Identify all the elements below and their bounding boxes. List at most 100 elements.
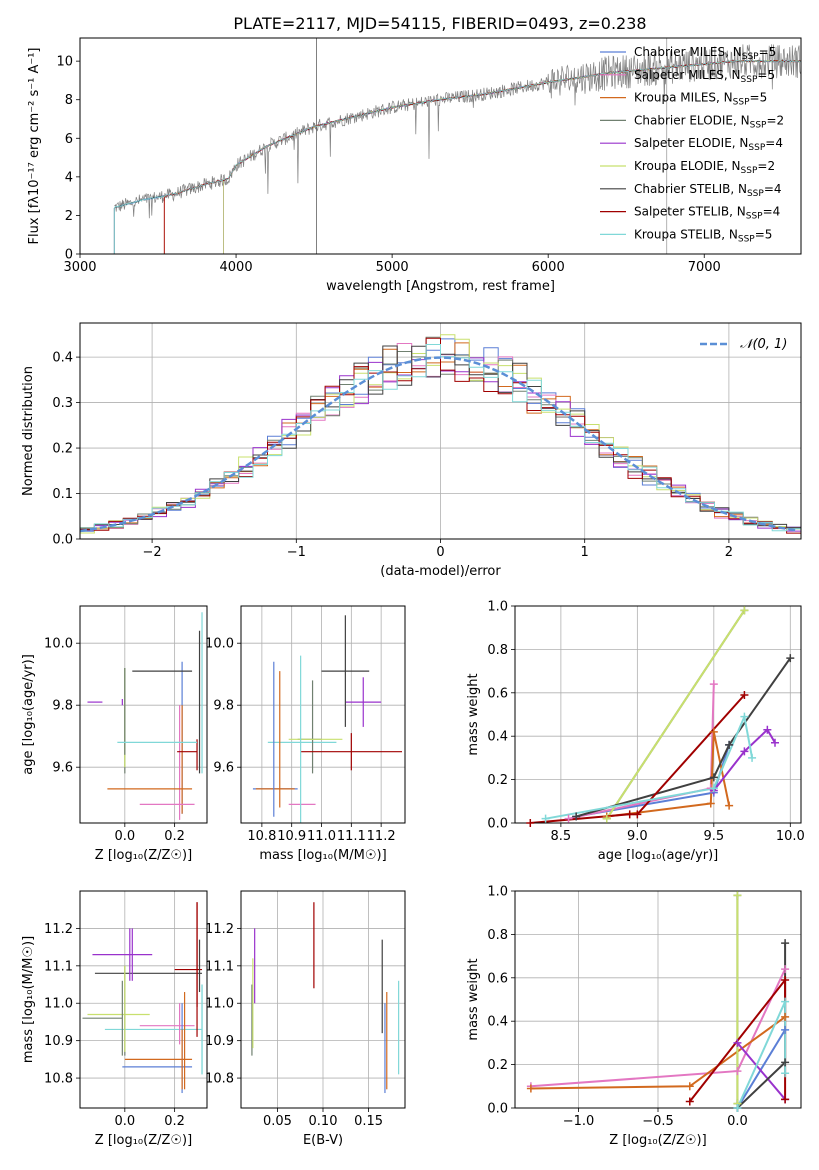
weight-vs-Z-series-2 xyxy=(736,1029,786,1108)
residuals-ytick-label-2: 0.2 xyxy=(52,442,73,457)
spectrum-panel: 3000 4000 5000 6000 7000 0 2 4 6 8 10 wavelength [A… xyxy=(27,37,802,294)
age-vs-Z-ytick-label-2: 10.0 xyxy=(44,637,73,652)
legend-label-4: Salpeter ELODIE, NSSP=4 xyxy=(634,136,783,153)
age-vs-Z-grid xyxy=(80,606,207,823)
legend-name-5: Kroupa ELODIE, N xyxy=(634,159,741,173)
weight-vs-Z-series-6 xyxy=(736,943,787,1108)
weight-vs-Z-marker-6-1 xyxy=(781,1058,790,1067)
weight-vs-Z-ylabel: mass weight xyxy=(466,958,481,1040)
weight-vs-age-marker-4-2 xyxy=(763,725,772,734)
weight-vs-Z-marker-6-2 xyxy=(781,939,790,948)
weight-vs-age-marker-6-0 xyxy=(572,812,581,821)
legend-n-0: =5 xyxy=(759,45,777,59)
legend-name-0: Chabrier MILES, N xyxy=(634,45,742,59)
age-vs-Z-ylabel: age [log₁₀(age/yr)] xyxy=(21,654,36,775)
residuals-plot xyxy=(80,334,801,537)
age-vs-mass-frame xyxy=(240,605,406,824)
residuals-xtick-label-0: −2 xyxy=(143,545,162,560)
residuals-xtick-label-1: −1 xyxy=(287,545,306,560)
legend-label-5: Kroupa ELODIE, NSSP=2 xyxy=(634,159,775,176)
residuals-xlabel: (data-model)/error xyxy=(380,564,501,579)
residuals-xtick-label-3: 1 xyxy=(581,545,589,560)
age-vs-mass-plot xyxy=(252,615,403,823)
weight-vs-age-marker-2-3 xyxy=(725,801,734,810)
residuals-ytick-label-4: 0.4 xyxy=(52,351,73,366)
legend-label-2: Kroupa MILES, NSSP=5 xyxy=(634,91,767,108)
mass-vs-Z-frame xyxy=(79,890,208,1109)
weight-vs-age-xtick-label-0: 8.5 xyxy=(551,829,572,844)
weight-vs-Z-marker-7-2 xyxy=(781,1095,790,1104)
legend-sub-2: SSP xyxy=(733,98,750,108)
weight-vs-age-ytick-label-5: 1.0 xyxy=(487,600,508,615)
legend-label-7: Salpeter STELIB, NSSP=4 xyxy=(634,205,780,222)
mass-vs-EBV-ytick-label-0: 10.8 xyxy=(205,1072,234,1087)
mass-vs-EBV-plot xyxy=(251,902,400,1094)
spectrum-data-line xyxy=(114,44,801,219)
weight-vs-age-marker-7-3 xyxy=(740,690,749,699)
mass-vs-EBV-xtick-label-1: 0.10 xyxy=(309,1114,338,1129)
mass-vs-EBV-frame xyxy=(240,890,406,1109)
weight-vs-age-marker-8-0 xyxy=(541,814,550,823)
weight-vs-Z-marker-1-0 xyxy=(526,1084,535,1093)
legend-sub-0: SSP xyxy=(742,52,759,62)
weight-vs-Z-ytick-label-1: 0.2 xyxy=(487,1058,508,1073)
weight-vs-age-marker-1-2 xyxy=(709,680,718,689)
age-vs-Z-frame xyxy=(79,605,208,824)
weight-vs-age-ytick-label-2: 0.4 xyxy=(487,730,508,745)
legend-name-7: Salpeter STELIB, N xyxy=(634,205,746,219)
weight-vs-age-marker-6-3 xyxy=(786,654,795,663)
weight-vs-Z-xlabel: Z [log₁₀(Z/Z☉)] xyxy=(609,1133,706,1148)
legend-sub-1: SSP xyxy=(741,75,758,85)
age-vs-mass-xlabel: mass [log₁₀(M/M☉)] xyxy=(259,848,386,863)
weight-vs-age-marker-8-3 xyxy=(748,753,757,762)
spectrum-model-8 xyxy=(113,59,801,254)
weight-vs-age-marker-1-0 xyxy=(564,814,573,823)
spectrum-model-0 xyxy=(113,59,801,254)
weight-vs-Z-marker-4-1 xyxy=(733,891,742,900)
spectrum-model-2 xyxy=(163,59,801,254)
weight-vs-age-marker-7-1 xyxy=(625,810,634,819)
spectrum-frame xyxy=(79,37,802,255)
weight-vs-age-series-4 xyxy=(713,728,776,792)
residuals-frame xyxy=(79,322,802,540)
spectrum-ytick-label-0: 0 xyxy=(65,248,73,263)
mass-vs-EBV-ytick-label-2: 11.0 xyxy=(205,997,234,1012)
spectrum-xtick-label-1: 4000 xyxy=(220,260,253,275)
mass-vs-Z-xtick-label-1: 0.2 xyxy=(164,1114,185,1129)
gaussian-curve xyxy=(80,356,799,533)
mass-vs-Z-xlabel: Z [log₁₀(Z/Z☉)] xyxy=(95,1133,192,1148)
residuals-ytick-label-3: 0.3 xyxy=(52,396,73,411)
weight-vs-age-marker-5-1 xyxy=(740,606,749,615)
age-vs-mass-ytick-label-1: 9.8 xyxy=(213,699,234,714)
spectrum-ytick-label-2: 4 xyxy=(65,170,73,185)
weight-vs-age-xtick-label-1: 9.0 xyxy=(627,829,648,844)
mass-vs-EBV-ytick-label-4: 11.2 xyxy=(205,922,234,937)
weight-vs-age-series-5 xyxy=(605,609,746,820)
legend-label-8: Kroupa STELIB, NSSP=5 xyxy=(634,227,772,244)
weight-vs-age-marker-2-2 xyxy=(709,727,718,736)
weight-vs-Z-marker-8-0 xyxy=(733,1104,742,1112)
weight-vs-age-marker-6-1 xyxy=(709,773,718,782)
legend-name-2: Kroupa MILES, N xyxy=(634,91,733,105)
mass-vs-Z-ytick-label-1: 10.9 xyxy=(44,1034,73,1049)
legend-n-8: =5 xyxy=(755,227,773,241)
weight-vs-age-panel: 8.5 9.0 9.5 10.0 0.0 0.2 0.4 0.6 0.8 1.0 age [log₁… xyxy=(466,600,805,864)
weight-vs-age-ytick-label-3: 0.6 xyxy=(487,686,508,701)
mass-vs-Z-ytick-label-4: 11.2 xyxy=(44,922,73,937)
legend-name-4: Salpeter ELODIE, N xyxy=(634,136,748,150)
weight-vs-age-marker-7-2 xyxy=(633,810,642,819)
age-vs-mass-grid xyxy=(241,606,405,823)
weight-vs-Z-marker-0-1 xyxy=(733,1067,742,1076)
weight-vs-Z-marker-7-0 xyxy=(685,1097,694,1106)
legend-sub-5: SSP xyxy=(741,166,758,176)
weight-vs-age-ytick-label-4: 0.8 xyxy=(487,643,508,658)
age-vs-Z-plot xyxy=(87,612,203,820)
gauss-legend-label: 𝒩(0, 1) xyxy=(740,337,787,352)
age-vs-Z-xlabel: Z [log₁₀(Z/Z☉)] xyxy=(95,848,192,863)
age-vs-Z-panel: 0.0 0.2 9.6 9.8 10.0 Z [log₁₀(Z/Z☉)] age [log₁… xyxy=(21,605,208,863)
weight-vs-Z-series-5 xyxy=(736,1042,786,1100)
mass-vs-EBV-ytick-label-3: 11.1 xyxy=(205,959,234,974)
figure-title: PLATE=2117, MJD=54115, FIBERID=0493, z=0… xyxy=(233,14,646,33)
weight-vs-age-ytick-label-0: 0.0 xyxy=(487,817,508,832)
